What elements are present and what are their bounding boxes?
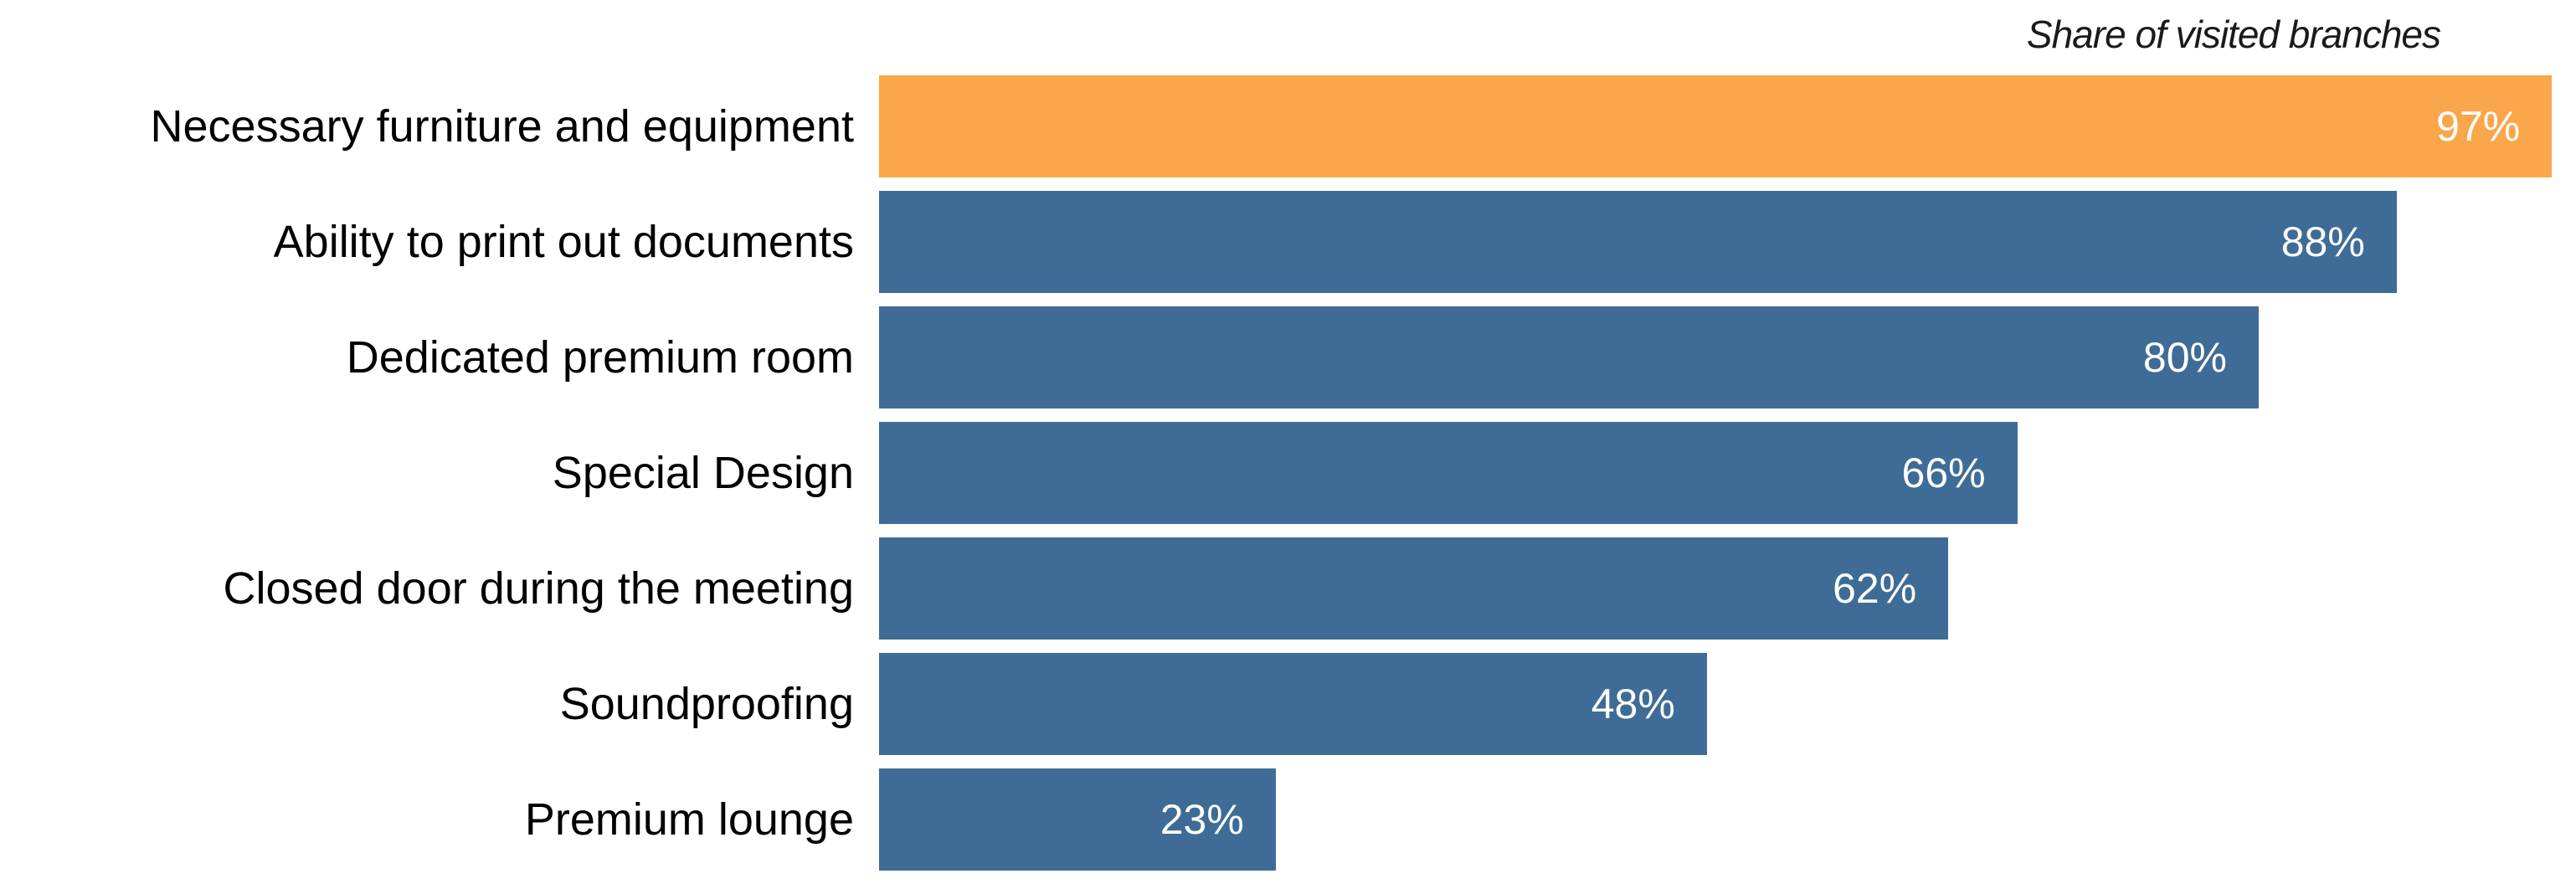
bar-value-label: 48% <box>1591 681 1675 727</box>
bar-value-label: 97% <box>2436 103 2521 150</box>
bar-track: 97% <box>879 75 2576 177</box>
category-label: Dedicated premium room <box>346 332 854 383</box>
bar: 80% <box>879 306 2259 408</box>
category-label: Premium lounge <box>524 794 854 845</box>
category-label: Ability to print out documents <box>273 217 854 267</box>
bar-row: Closed door during the meeting 62% <box>0 537 2576 640</box>
chart-rows: Necessary furniture and equipment 97% Ab… <box>0 75 2576 884</box>
bar-row: Ability to print out documents 88% <box>0 191 2576 293</box>
category-label: Necessary furniture and equipment <box>150 101 854 152</box>
bar-value-label: 62% <box>1833 565 1917 612</box>
category-label: Soundproofing <box>559 679 854 729</box>
bar-row: Dedicated premium room 80% <box>0 306 2576 408</box>
bar-value-label: 80% <box>2142 334 2227 381</box>
bar: 23% <box>879 768 1276 871</box>
category-label: Special Design <box>552 448 854 498</box>
bar: 88% <box>879 191 2397 293</box>
bar-track: 88% <box>879 191 2576 293</box>
bar-track: 80% <box>879 306 2576 408</box>
bar-track: 62% <box>879 537 2576 640</box>
chart-title: Share of visited branches <box>2026 13 2441 56</box>
bar-row: Necessary furniture and equipment 97% <box>0 75 2576 177</box>
bar-track: 23% <box>879 768 2576 871</box>
bar: 48% <box>879 653 1707 755</box>
bar-value-label: 66% <box>1901 450 1986 496</box>
bar-track: 66% <box>879 422 2576 524</box>
bar-row: Soundproofing 48% <box>0 653 2576 755</box>
bar-value-label: 88% <box>2280 218 2365 265</box>
bar-row: Premium lounge 23% <box>0 768 2576 871</box>
bar-row: Special Design 66% <box>0 422 2576 524</box>
bar-value-label: 23% <box>1159 796 1244 843</box>
bar: 66% <box>879 422 2018 524</box>
bar: 62% <box>879 537 1949 640</box>
bar: 97% <box>879 75 2553 177</box>
category-label: Closed door during the meeting <box>223 563 854 614</box>
bar-track: 48% <box>879 653 2576 755</box>
